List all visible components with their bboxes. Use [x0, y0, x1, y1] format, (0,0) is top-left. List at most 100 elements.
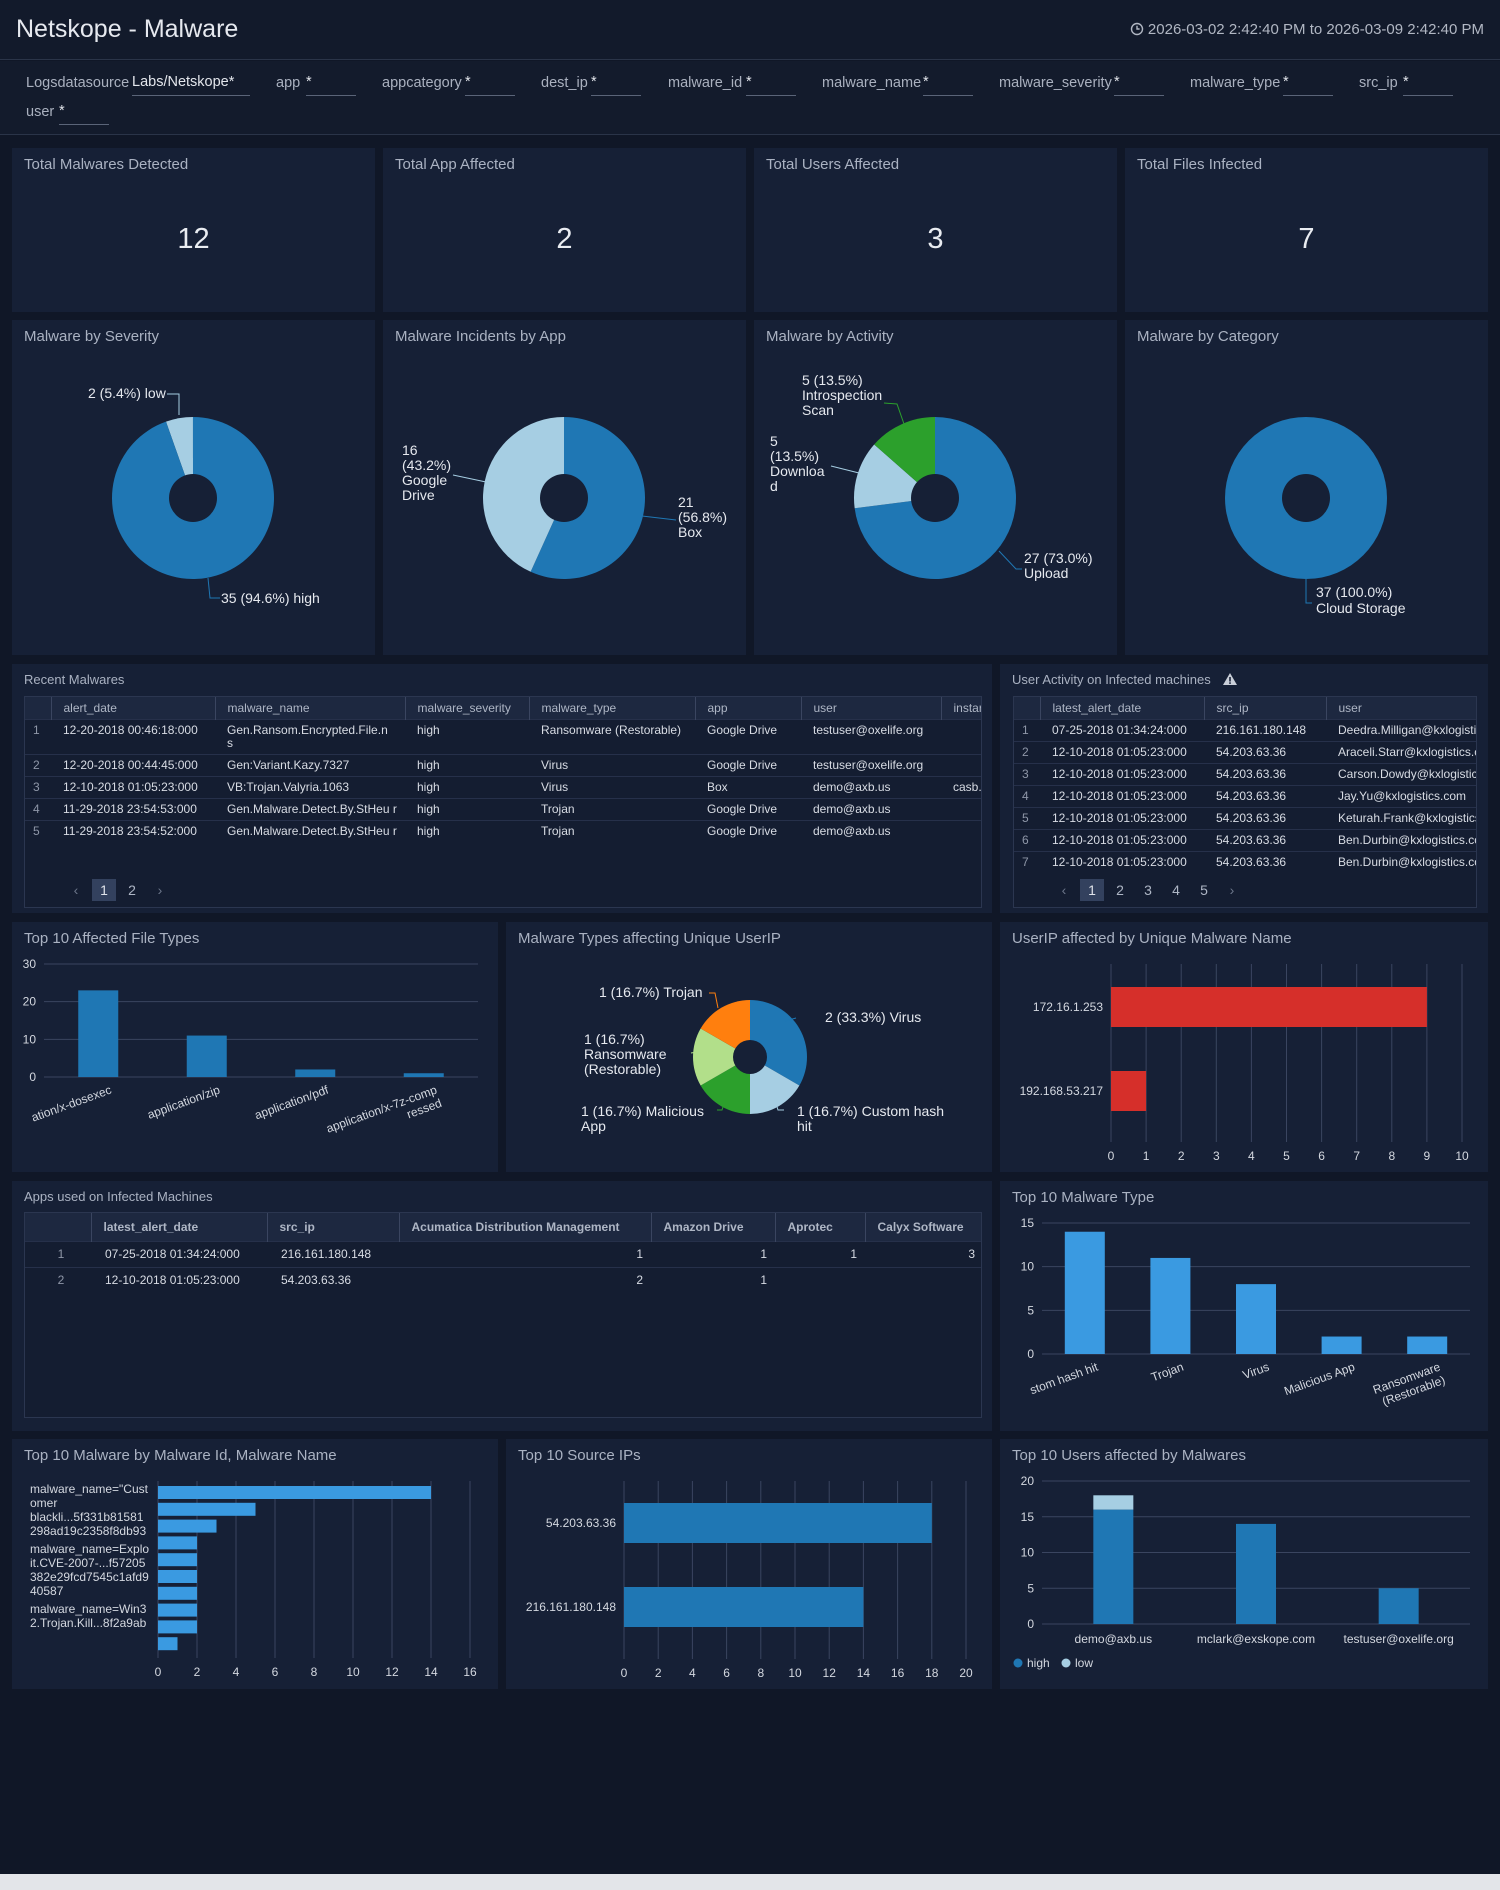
page-button[interactable]: 1 [1080, 879, 1104, 901]
bar[interactable] [1111, 987, 1427, 1027]
bar[interactable] [186, 1035, 227, 1077]
page-button[interactable]: 5 [1200, 882, 1208, 898]
column-header[interactable]: malware_severity [405, 697, 530, 719]
table-cell-app: Google Drive [695, 718, 801, 754]
filter-label-logsdatasource: Logsdatasource [26, 75, 130, 91]
bar-segment-low[interactable] [1093, 1495, 1134, 1510]
filter-input-src-ip[interactable]: * [1403, 74, 1453, 96]
app-pie-chart: 16 (43.2%) Google Drive 21 (56.8%) Box [402, 417, 727, 579]
pie-slice-google-drive[interactable] [483, 417, 564, 572]
next-page-icon[interactable]: › [1229, 882, 1235, 898]
filter-input-malware-name[interactable]: * [923, 74, 973, 96]
column-header[interactable]: user [1326, 697, 1476, 719]
table-row[interactable]: 2 12-20-2018 00:44:45:000 Gen:Variant.Kazy… [25, 753, 981, 776]
column-header[interactable]: alert_date [51, 697, 216, 719]
bar[interactable] [158, 1486, 431, 1499]
column-header[interactable]: user [801, 697, 942, 719]
filter-input-user[interactable]: * [59, 103, 109, 125]
table-row[interactable]: 4 11-29-2018 23:54:53:000 Gen.Malware.Dete… [25, 797, 981, 820]
filter-input-appcategory[interactable]: * [465, 74, 515, 96]
bar[interactable] [78, 990, 119, 1077]
table-row[interactable]: 3 12-10-2018 01:05:23:000 VB:Trojan.Valyri… [25, 775, 981, 798]
apps-used-table: latest_alert_date src_ip Acumatica Distr… [24, 1212, 982, 1418]
pie-slice-malicious-app[interactable] [700, 1057, 750, 1114]
filter-input-logsdatasource[interactable]: Labs/Netskope* [132, 74, 250, 96]
pie-slice-custom-hash-hit[interactable] [750, 1057, 800, 1114]
filter-input-malware-id[interactable]: * [746, 74, 796, 96]
filter-input-malware-type[interactable]: * [1283, 74, 1333, 96]
bar[interactable] [158, 1519, 217, 1533]
table-row[interactable]: 5 12-10-2018 01:05:23:000 54.203.63.36 Ketu… [1014, 806, 1476, 829]
column-header[interactable]: Aprotec [775, 1213, 866, 1241]
bar[interactable] [624, 1587, 864, 1627]
column-header[interactable]: Amazon Drive [651, 1213, 776, 1241]
bar[interactable] [158, 1553, 197, 1567]
column-header[interactable]: src_ip [267, 1213, 400, 1241]
pie-slice-ransomware-restorable-[interactable] [693, 1028, 750, 1086]
table-row[interactable]: 5 11-29-2018 23:54:52:000 Gen.Malware.Dete… [25, 819, 981, 842]
column-header[interactable]: latest_alert_date [1040, 697, 1205, 719]
bar[interactable] [158, 1620, 197, 1634]
table-row[interactable]: 1 07-25-2018 01:34:24:000 216.161.180.148 1… [25, 1240, 981, 1267]
table-row[interactable]: 3 12-10-2018 01:05:23:000 54.203.63.36 Cars… [1014, 762, 1476, 785]
table-row[interactable]: 2 12-10-2018 01:05:23:000 54.203.63.36 Arac… [1014, 740, 1476, 763]
table-row[interactable]: 7 12-10-2018 01:05:23:000 54.203.63.36 Ben.… [1014, 850, 1476, 873]
next-page-icon[interactable]: › [157, 882, 163, 898]
column-header[interactable]: Acumatica Distribution Management [399, 1213, 652, 1241]
column-header[interactable]: instar [941, 697, 981, 719]
bar[interactable] [403, 1073, 444, 1077]
filter-input-malware-severity[interactable]: * [1114, 74, 1164, 96]
bar[interactable] [1236, 1284, 1276, 1354]
page-button[interactable]: 1 [92, 879, 116, 901]
legend-label[interactable]: low [1075, 1656, 1093, 1670]
prev-page-icon[interactable]: ‹ [1061, 882, 1067, 898]
table-row[interactable]: 1 12-20-2018 00:46:18:000 Gen.Ransom.Encry… [25, 718, 981, 754]
kpi-value: 3 [927, 223, 944, 255]
column-header[interactable]: malware_type [529, 697, 696, 719]
bar[interactable] [158, 1637, 178, 1651]
bar[interactable] [1321, 1336, 1362, 1354]
legend-label[interactable]: high [1027, 1656, 1050, 1670]
column-header[interactable]: src_ip [1204, 697, 1327, 719]
bar[interactable] [158, 1502, 256, 1516]
filter-input-app[interactable]: * [306, 74, 356, 96]
bar[interactable] [1064, 1231, 1105, 1354]
bar[interactable] [158, 1536, 197, 1550]
warning-icon[interactable] [1222, 672, 1238, 686]
bar[interactable] [624, 1503, 932, 1543]
bar[interactable] [158, 1603, 197, 1617]
prev-page-icon[interactable]: ‹ [73, 882, 79, 898]
bar[interactable] [158, 1586, 197, 1600]
page-button[interactable]: 2 [128, 882, 136, 898]
table-row[interactable]: 1 07-25-2018 01:34:24:000 216.161.180.148 D… [1014, 718, 1476, 741]
time-range-picker[interactable]: 2026-03-02 2:42:40 PM to 2026-03-09 2:42… [1130, 21, 1484, 38]
x-tick-label: 4 [1248, 1149, 1255, 1163]
activity-pie-chart: 5 (13.5%) Introspection Scan 5 (13.5%) D… [770, 372, 1092, 581]
bar-segment-high[interactable] [1093, 1509, 1134, 1624]
pie-slice-introspection-scan[interactable] [874, 417, 935, 498]
column-header[interactable]: Calyx Software [865, 1213, 981, 1241]
recent-malwares-panel: Recent Malwares alert_date malware_name … [12, 664, 992, 913]
column-header[interactable]: latest_alert_date [91, 1213, 268, 1241]
introspection-label-line3: Scan [802, 402, 834, 418]
bar[interactable] [1407, 1336, 1448, 1354]
bar[interactable] [1111, 1071, 1147, 1111]
table-row[interactable]: 2 12-10-2018 01:05:23:000 54.203.63.36 2 1 [25, 1266, 981, 1293]
x-tick-label: 6 [723, 1666, 730, 1680]
table-row[interactable]: 6 12-10-2018 01:05:23:000 54.203.63.36 Ben.… [1014, 828, 1476, 851]
filter-input-dest-ip[interactable]: * [591, 74, 641, 96]
table-cell-date: 12-10-2018 01:05:23:000 [1040, 828, 1204, 851]
table-cell-ip: 216.161.180.148 [267, 1240, 399, 1267]
pie-slice-trojan[interactable] [700, 1000, 750, 1057]
page-button[interactable]: 4 [1172, 882, 1180, 898]
bar-segment-high[interactable] [1236, 1523, 1276, 1624]
bar[interactable] [1150, 1257, 1191, 1354]
bar[interactable] [295, 1069, 336, 1077]
page-button[interactable]: 3 [1144, 882, 1152, 898]
table-row[interactable]: 4 12-10-2018 01:05:23:000 54.203.63.36 Jay.… [1014, 784, 1476, 807]
column-header[interactable]: malware_name [215, 697, 406, 719]
bar[interactable] [158, 1570, 197, 1583]
page-button[interactable]: 2 [1116, 882, 1124, 898]
bar-segment-high[interactable] [1378, 1588, 1419, 1624]
column-header[interactable]: app [695, 697, 802, 719]
